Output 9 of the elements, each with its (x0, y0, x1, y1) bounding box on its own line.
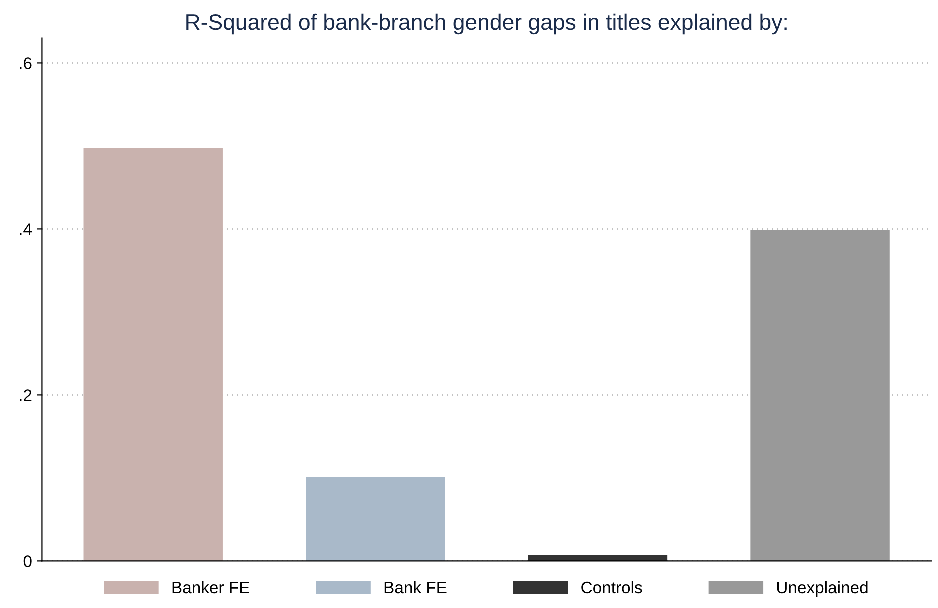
y-tick-label: .4 (20, 224, 32, 236)
y-tick-label: .2 (20, 390, 32, 402)
legend-label: Unexplained (777, 581, 868, 597)
legend-label: Bank FE (384, 581, 447, 594)
y-tick-label: 0 (24, 556, 32, 568)
y-tick-label: .6 (20, 58, 32, 70)
chart-title: R-Squared of bank-branch gender gaps in titles explained by: (186, 14, 787, 35)
legend-label: Controls (582, 581, 642, 594)
legend-label: Banker FE (172, 581, 250, 594)
